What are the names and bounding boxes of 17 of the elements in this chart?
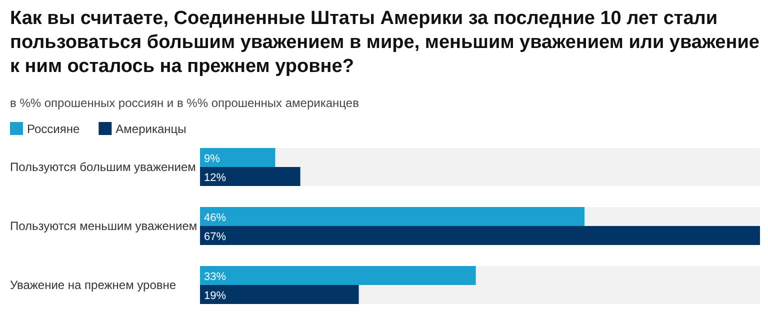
data-label: 19%	[204, 290, 226, 302]
data-label: 9%	[204, 153, 220, 165]
data-label: 46%	[204, 212, 226, 224]
y-tick-label: Пользуются меньшим уважением	[10, 219, 198, 233]
bar	[200, 226, 760, 245]
y-tick-label: Пользуются большим уважением	[10, 160, 196, 174]
data-label: 12%	[204, 172, 226, 184]
chart-subtitle: в %% опрошенных россиян и в %% опрошенных американцев	[10, 96, 359, 110]
bar	[200, 167, 300, 186]
bar	[200, 285, 359, 304]
y-tick-label: Уважение на прежнем уровне	[10, 278, 176, 292]
legend-label: Россияне	[27, 122, 80, 136]
bar	[200, 148, 276, 167]
data-label: 67%	[204, 231, 226, 243]
legend-label: Американцы	[116, 122, 186, 136]
chart-title: Как вы считаете, Соединенные Штаты Америки за последние 10 лет стали пользоваться большим уважением в мире, меньшим уважением или уважение к ним осталось на прежнем уровне?	[10, 8, 760, 77]
data-label: 33%	[204, 271, 226, 283]
